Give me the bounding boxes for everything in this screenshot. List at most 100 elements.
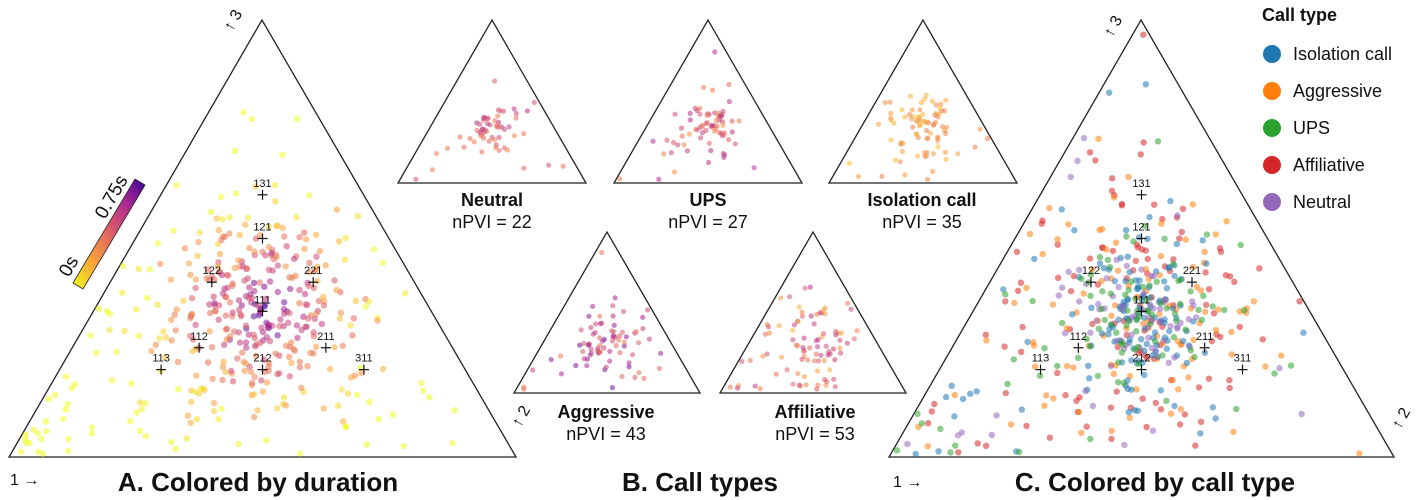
mini-panel-isolation-call-point	[932, 112, 938, 118]
panel-a-point	[248, 116, 256, 123]
panel-c-point-neutral	[1076, 266, 1083, 274]
mini-panel-aggressive-point	[616, 337, 622, 343]
mini-panel-affiliative-point	[757, 385, 763, 392]
mini-panel-affiliative-point	[766, 330, 772, 336]
panel-c-point-aggressive	[1029, 339, 1037, 346]
panel-c-point-affiliative	[1023, 422, 1030, 430]
panel-a-point	[306, 192, 313, 199]
panel-c-point-isolation-call	[1134, 407, 1142, 414]
panel-c-point-isolation-call	[1171, 402, 1178, 410]
panel-a-point	[250, 313, 257, 320]
panel-c-point-affiliative	[1176, 235, 1183, 242]
panel-c-point-affiliative	[1205, 286, 1213, 293]
panel-a-point	[306, 269, 313, 276]
panel-c-point-ups	[1191, 353, 1198, 361]
mini-panel-aggressive-point	[617, 333, 623, 339]
panel-a-point	[207, 208, 215, 216]
mini-panel-affiliative-point	[813, 351, 819, 357]
mini-panel-aggressive-point	[603, 364, 609, 370]
panel-a-point	[389, 411, 397, 418]
mini-panel-isolation-call-point	[908, 116, 915, 122]
panel-a-point	[306, 259, 313, 267]
panel-c-point-neutral	[954, 432, 962, 439]
mini-panel-ups-triangle	[612, 18, 804, 184]
panel-a-point	[187, 419, 194, 426]
panel-c-point-affiliative	[1118, 202, 1126, 209]
panel-a-point	[135, 332, 142, 339]
mini-panel-ups-point	[721, 154, 727, 160]
panel-a-point	[340, 418, 347, 425]
panel-c-point-aggressive	[1190, 336, 1197, 344]
panel-c-point-affiliative	[1203, 301, 1210, 309]
mini-panel-ups-point	[720, 150, 727, 157]
legend-swatch-neutral	[1263, 193, 1281, 211]
panel-a-marker-label-212: 212	[253, 353, 271, 365]
mini-panel-ups-point	[704, 112, 710, 118]
panel-a-point	[335, 238, 343, 245]
panel-a-point	[259, 328, 267, 336]
panel-a-point	[281, 233, 288, 240]
panel-c-point-aggressive	[1228, 328, 1235, 336]
panel-c-point-neutral	[1055, 292, 1063, 299]
panel-a-point	[333, 286, 340, 294]
mini-panel-neutral-point	[511, 106, 517, 112]
panel-c-vertex-2-label: ↑ 2	[1389, 405, 1414, 432]
mini-panel-ups-point	[679, 133, 685, 139]
mini-panel-aggressive-point	[588, 324, 594, 331]
panel-a-point	[279, 151, 286, 158]
panel-a-point	[195, 238, 202, 246]
panel-a-point	[251, 287, 258, 295]
panel-c-point-ups	[1233, 405, 1240, 413]
mini-panel-affiliative-point	[807, 345, 813, 351]
panel-a-point	[252, 183, 259, 190]
mini-panel-neutral-point	[521, 165, 527, 171]
mini-panel-neutral-point	[433, 150, 440, 157]
panel-a-point	[135, 265, 142, 273]
mini-panel-aggressive-point	[521, 384, 527, 390]
panel-c-point-affiliative	[1144, 255, 1151, 263]
panel-c-point-ups	[1124, 307, 1131, 314]
panel-c-point-neutral	[1298, 410, 1305, 418]
legend-label-ups: UPS	[1293, 118, 1330, 138]
mini-panel-isolation-call-point	[943, 97, 949, 103]
panel-a-marker-label-112: 112	[190, 331, 208, 343]
panel-c-point-isolation-call	[1122, 227, 1130, 234]
panel-c-point-ups	[1099, 288, 1106, 295]
panel-a-point	[236, 339, 244, 346]
panel-c-point-ups	[1010, 356, 1017, 363]
mini-panel-aggressive-title: Aggressive	[557, 402, 654, 422]
panel-a-point	[242, 322, 250, 329]
panel-c-point-affiliative	[1062, 392, 1069, 399]
panel-a-point	[293, 322, 301, 329]
legend-label-isolation-call: Isolation call	[1293, 44, 1392, 64]
panel-c-point-aggressive	[1103, 246, 1110, 253]
panel-c-point-affiliative	[1083, 423, 1090, 430]
mini-panel-affiliative-point	[790, 327, 796, 333]
mini-panel-affiliative-point	[801, 335, 807, 341]
panel-c-point-neutral	[1087, 329, 1094, 336]
panel-c-point-affiliative	[1046, 434, 1054, 441]
panel-c-point-affiliative	[1070, 272, 1078, 280]
panel-c-point-ups	[1147, 320, 1154, 328]
panel-c-point-isolation-call	[1141, 347, 1148, 354]
panel-c-point-affiliative	[1157, 406, 1165, 413]
panel-c-point-aggressive	[1175, 386, 1182, 393]
panel-a-point	[225, 272, 232, 279]
mini-panel-aggressive-point	[578, 327, 584, 333]
panel-c-point-neutral	[1174, 212, 1181, 219]
panel-a-point	[215, 316, 222, 323]
mini-panel-affiliative-point	[811, 358, 818, 364]
panel-a-point	[331, 344, 338, 351]
panel-c-point-ups	[1187, 288, 1194, 295]
panel-a-point	[103, 308, 111, 315]
mini-panel-affiliative-point	[822, 376, 828, 383]
mini-panel-neutral-triangle	[396, 18, 588, 184]
mini-panel-isolation-call-point	[942, 149, 949, 155]
panel-a-point	[226, 214, 233, 221]
panel-a-point	[268, 249, 275, 257]
mini-panel-isolation-call-point	[876, 121, 882, 127]
mini-panel-isolation-call-point	[925, 135, 931, 141]
mini-panel-ups-point	[681, 142, 687, 148]
panel-a-point	[235, 440, 242, 448]
mini-panel-ups-point	[668, 150, 674, 156]
